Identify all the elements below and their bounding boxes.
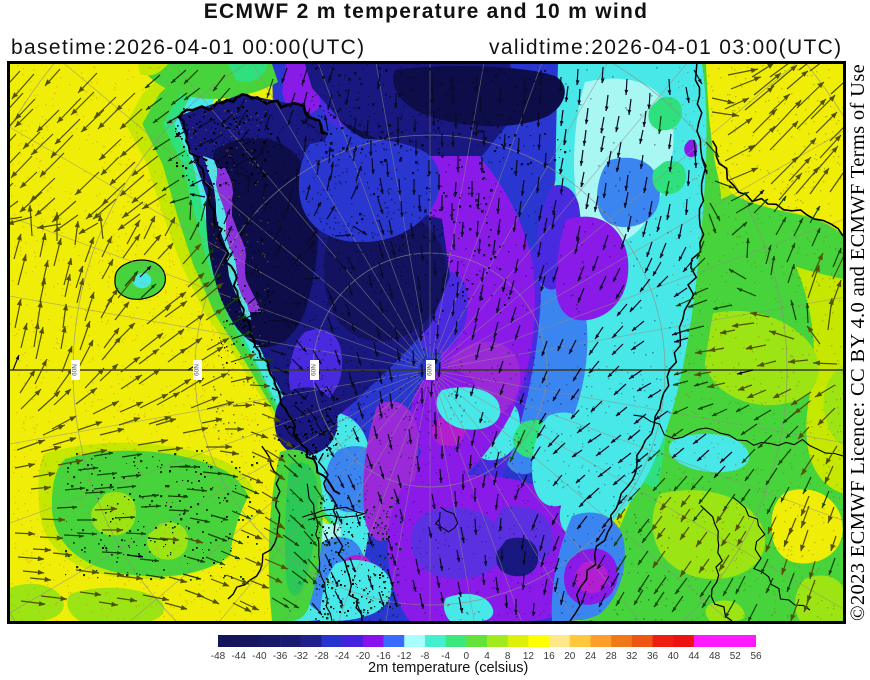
svg-text:60N: 60N [72,364,79,376]
svg-text:60N: 60N [427,364,434,376]
svg-text:60N: 60N [194,364,201,376]
svg-text:60N: 60N [311,364,318,376]
